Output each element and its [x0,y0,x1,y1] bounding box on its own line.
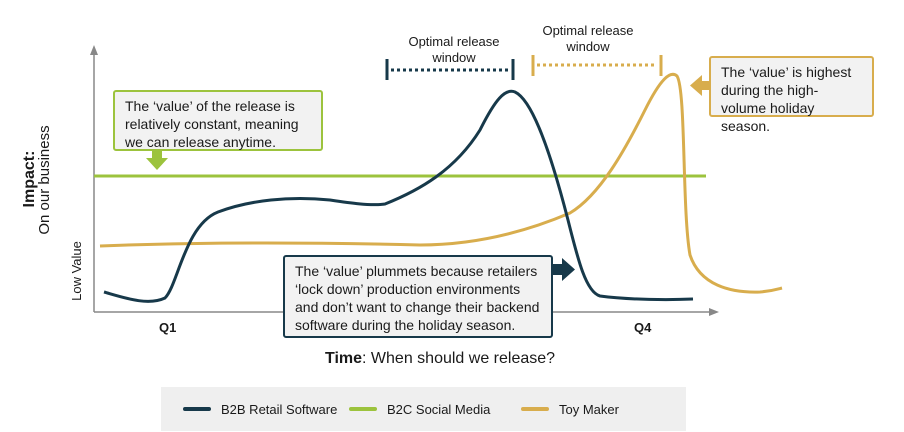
legend-swatch [349,407,377,411]
window-label-line2: window [432,50,476,65]
y-axis-subtitle: On our business [36,125,53,235]
x-axis-title: Time: When should we release? [260,350,620,368]
window-label-line1: Optimal release [408,34,500,49]
release-window-b2b-label: Optimal release window [384,34,524,66]
x-axis-arrow [709,308,719,316]
x-tick-q1: Q1 [159,320,177,335]
y-axis-arrow [90,45,98,55]
legend-item-b2b: B2B Retail Software [183,401,337,417]
legend-label: Toy Maker [559,401,619,417]
legend-item-toy-maker: Toy Maker [521,401,619,417]
b2c-callout-arrow-icon [146,151,168,170]
series-b2b-retail-software [103,89,694,303]
release-window-toy [531,55,663,76]
callout-b2c: The ‘value’ of the release is relatively… [113,90,323,151]
legend-item-b2c: B2C Social Media [349,401,490,417]
release-window-b2b [385,59,515,80]
x-tick-q4: Q4 [634,320,652,335]
series-toy-maker [99,73,783,294]
legend: B2B Retail Software B2C Social Media Toy… [161,387,686,431]
b2b-callout-arrow-icon [553,258,575,281]
window-label-line2: window [566,39,610,54]
x-axis-title-rest: : When should we release? [362,350,556,367]
release-window-toy-label: Optimal release window [518,23,658,55]
legend-swatch [183,407,211,411]
window-label-line1: Optimal release [542,23,634,38]
legend-label: B2B Retail Software [221,401,338,417]
legend-label: B2C Social Media [387,401,491,417]
legend-swatch [521,407,549,411]
x-axis-title-bold: Time [324,350,363,367]
callout-toy-maker: The ‘value’ is highest during the high-v… [709,56,874,134]
y-axis-low-label: Low Value [69,241,84,301]
toy-callout-arrow-icon [690,75,709,96]
callout-b2b: The ‘value’ plummets because retailers ‘… [283,255,553,338]
